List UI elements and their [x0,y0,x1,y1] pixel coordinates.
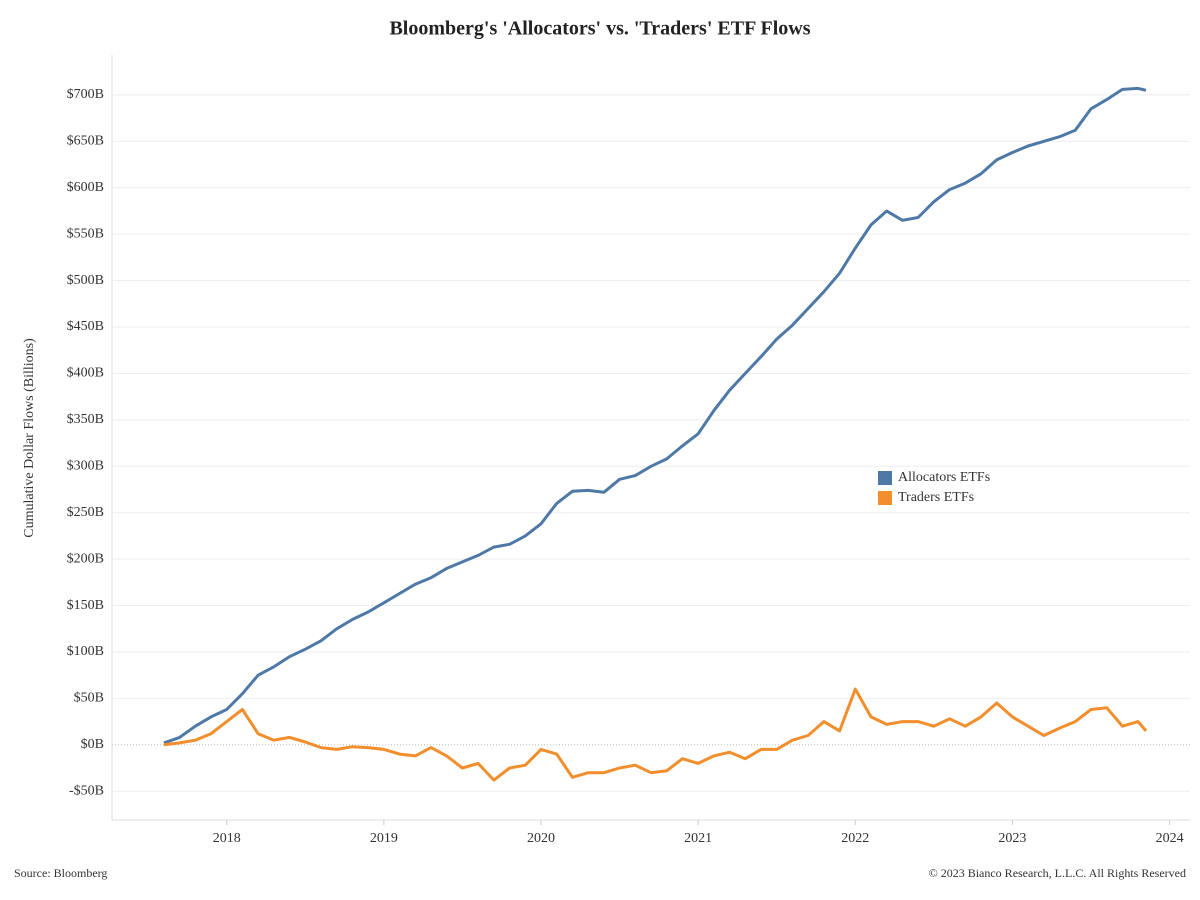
y-tick-label: $0B [81,737,104,752]
y-tick-label: $650B [67,134,104,149]
y-tick-label: $700B [67,87,104,102]
copyright: © 2023 Bianco Research, L.L.C. All Right… [929,866,1186,880]
y-tick-label: $550B [67,226,104,241]
y-tick-label: $450B [67,319,104,334]
y-tick-label: $500B [67,273,104,288]
series-line [163,86,1147,745]
legend-label: Allocators ETFs [898,470,990,485]
chart-title: Bloomberg's 'Allocators' vs. 'Traders' E… [389,18,810,40]
y-tick-label: $250B [67,505,104,520]
y-tick-label: $350B [67,412,104,427]
x-tick-label: 2023 [998,831,1026,846]
x-tick-label: 2022 [841,831,869,846]
y-tick-label: $400B [67,366,104,381]
y-tick-label: $200B [67,551,104,566]
y-tick-label: $50B [74,691,104,706]
x-tick-label: 2020 [527,831,555,846]
source: Source: Bloomberg [14,866,107,880]
x-tick-label: 2021 [684,831,712,846]
y-tick-label: $150B [67,598,104,613]
legend-label: Traders ETFs [898,490,974,505]
y-tick-label: -$50B [69,783,104,798]
y-tick-label: $300B [67,458,104,473]
legend-swatch [878,491,892,505]
x-tick-label: 2024 [1156,831,1184,846]
series-line [163,687,1148,782]
x-tick-label: 2019 [370,831,398,846]
y-tick-label: $600B [67,180,104,195]
legend-swatch [878,471,892,485]
y-axis-label: Cumulative Dollar Flows (Billions) [22,338,37,538]
y-tick-label: $100B [67,644,104,659]
x-tick-label: 2018 [213,831,241,846]
